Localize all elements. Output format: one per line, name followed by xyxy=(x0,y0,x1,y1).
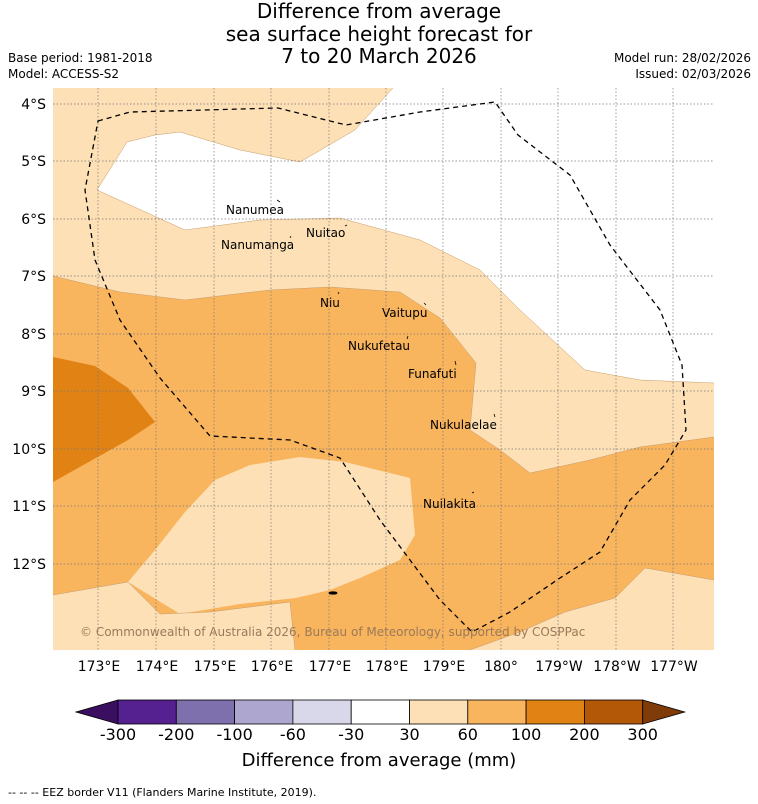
lon-tick-label: 175°E xyxy=(194,659,237,675)
colorbar-title: Difference from average (mm) xyxy=(241,750,517,771)
colorbar-tick-label: -30 xyxy=(338,725,365,744)
region-30-60-south xyxy=(128,457,415,614)
region-neutral xyxy=(97,88,714,383)
region-100-200 xyxy=(53,357,155,482)
place-label: Funafuti xyxy=(408,367,457,381)
colorbar-tick-label: -200 xyxy=(158,725,195,744)
title-line-2: sea surface height forecast for xyxy=(225,22,533,46)
lon-tick-label: 174°E xyxy=(136,659,179,675)
colorbar-tick-label: 30 xyxy=(399,725,420,744)
place-label: Nukulaelae xyxy=(430,418,497,432)
lon-tick-label: 179°W xyxy=(535,659,583,675)
place-label: Nanumanga xyxy=(221,238,294,252)
contour-lines xyxy=(52,87,715,651)
colorbar-swatch xyxy=(467,699,527,725)
model-name: Model: ACCESS-S2 xyxy=(8,67,120,81)
model-run: Model run: 28/02/2026 xyxy=(613,51,751,65)
colorbar-tick-label: 100 xyxy=(510,725,542,744)
colorbar-swatch xyxy=(525,699,585,725)
place-label: Nuilakita xyxy=(423,497,476,511)
lat-tick-label: 10°S xyxy=(12,442,46,458)
colorbar-swatch xyxy=(409,699,469,725)
colorbar-swatch xyxy=(292,699,352,725)
lon-tick-label: 178°W xyxy=(593,659,641,675)
lat-tick-label: 12°S xyxy=(12,557,46,573)
lon-tick-label: 180° xyxy=(484,659,518,675)
gridlines xyxy=(53,88,714,650)
place-label: Vaitupu xyxy=(382,306,428,320)
colorbar-tick-label: 300 xyxy=(627,725,658,744)
colorbar-swatch xyxy=(584,699,644,725)
colorbar-tick-label: 60 xyxy=(457,725,478,744)
place-label: Nukufetau xyxy=(348,339,410,353)
colorbar xyxy=(74,699,687,725)
lon-tick-label: 173°E xyxy=(78,659,121,675)
colorbar-tick-label: -100 xyxy=(216,725,253,744)
island-marks xyxy=(276,199,496,595)
lat-tick-label: 6°S xyxy=(21,212,46,228)
colorbar-extend-low xyxy=(74,699,119,725)
lat-tick-label: 11°S xyxy=(12,499,46,515)
lat-tick-label: 8°S xyxy=(21,327,46,343)
eez-footnote: -- -- -- EEZ border V11 (Flanders Marine… xyxy=(8,786,317,799)
copyright-text: © Commonwealth of Australia 2026, Bureau… xyxy=(80,625,585,639)
colorbar-swatch xyxy=(175,699,236,725)
colorbar-swatch xyxy=(234,699,294,725)
lon-tick-label: 176°E xyxy=(251,659,294,675)
eez-border xyxy=(84,101,687,633)
colorbar-tick-label: 200 xyxy=(569,725,600,744)
title-line-3: 7 to 20 March 2026 xyxy=(281,44,477,68)
lat-tick-label: 7°S xyxy=(21,269,46,285)
colorbar-tick-label: -300 xyxy=(99,725,137,744)
lat-tick-label: 4°S xyxy=(21,97,46,113)
place-label: Niu xyxy=(320,296,340,310)
title-line-1: Difference from average xyxy=(256,0,502,23)
lat-tick-label: 9°S xyxy=(21,384,46,400)
colorbar-extend-high xyxy=(642,699,687,725)
lon-tick-label: 179°E xyxy=(423,659,466,675)
lon-tick-label: 177°W xyxy=(650,659,698,675)
place-label: Nanumea xyxy=(226,203,284,217)
colorbar-swatch xyxy=(350,699,410,725)
issued-date: Issued: 02/03/2026 xyxy=(635,67,751,81)
lon-tick-label: 177°E xyxy=(309,659,352,675)
colorbar-swatch xyxy=(117,699,177,725)
base-period: Base period: 1981-2018 xyxy=(8,51,153,65)
lat-tick-label: 5°S xyxy=(21,154,46,170)
colorbar-tick-label: -60 xyxy=(279,725,306,744)
lon-tick-label: 178°E xyxy=(366,659,409,675)
place-label: Nuitao xyxy=(306,226,345,240)
